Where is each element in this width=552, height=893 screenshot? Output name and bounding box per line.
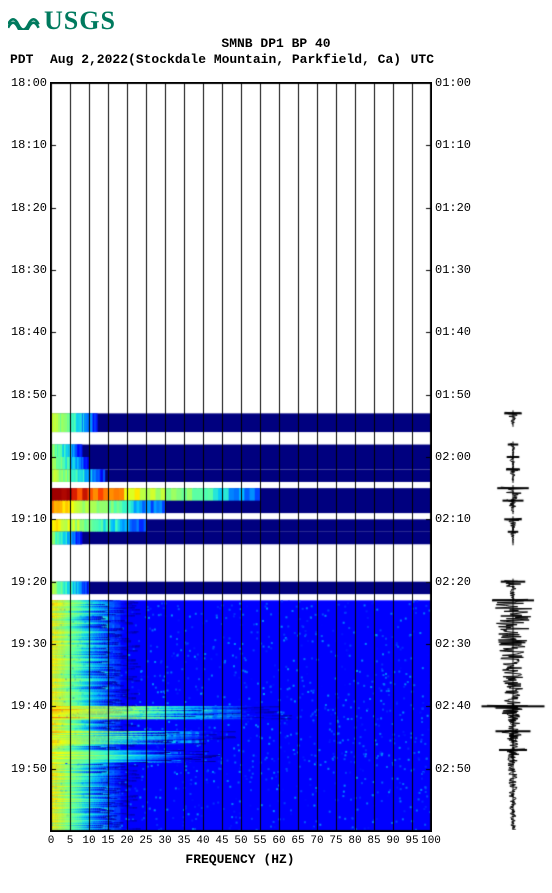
- spectrogram-canvas: [51, 83, 431, 831]
- tz-right-label: UTC: [411, 52, 434, 67]
- tz-left-label: PDT: [10, 52, 33, 67]
- x-tick: 10: [82, 835, 95, 847]
- x-tick: 45: [215, 835, 228, 847]
- waveform-trace: [478, 82, 548, 830]
- x-tick: 35: [177, 835, 190, 847]
- x-tick: 25: [139, 835, 152, 847]
- date-station: Aug 2,2022(Stockdale Mountain, Parkfield…: [50, 52, 401, 67]
- usgs-logo: USGS: [8, 6, 116, 36]
- x-tick: 60: [272, 835, 285, 847]
- spectrogram-plot: 18:0018:1018:2018:3018:4018:5019:0019:10…: [50, 82, 432, 832]
- y-left-tick: 18:50: [1, 388, 47, 402]
- x-tick: 70: [310, 835, 323, 847]
- y-left-tick: 18:30: [1, 263, 47, 277]
- x-tick: 15: [101, 835, 114, 847]
- y-left-tick: 19:40: [1, 699, 47, 713]
- y-left-tick: 18:40: [1, 325, 47, 339]
- usgs-wave-icon: [8, 12, 42, 30]
- y-left-tick: 19:50: [1, 762, 47, 776]
- date-label: Aug 2,2022: [50, 52, 128, 67]
- x-tick: 55: [253, 835, 266, 847]
- x-tick: 90: [386, 835, 399, 847]
- y-left-tick: 18:00: [1, 76, 47, 90]
- x-tick: 80: [348, 835, 361, 847]
- x-tick: 0: [48, 835, 55, 847]
- chart-title: SMNB DP1 BP 40: [0, 36, 552, 51]
- x-tick: 5: [67, 835, 74, 847]
- y-left-tick: 19:20: [1, 575, 47, 589]
- y-left-tick: 18:10: [1, 138, 47, 152]
- x-tick: 65: [291, 835, 304, 847]
- x-tick: 40: [196, 835, 209, 847]
- x-axis-label: FREQUENCY (HZ): [50, 852, 430, 867]
- x-tick: 95: [405, 835, 418, 847]
- x-tick: 30: [158, 835, 171, 847]
- x-tick: 85: [367, 835, 380, 847]
- station-label: (Stockdale Mountain, Parkfield, Ca): [128, 52, 401, 67]
- y-left-tick: 19:30: [1, 637, 47, 651]
- x-tick: 50: [234, 835, 247, 847]
- x-tick: 20: [120, 835, 133, 847]
- usgs-logo-text: USGS: [44, 6, 116, 36]
- y-left-tick: 18:20: [1, 201, 47, 215]
- y-left-tick: 19:00: [1, 450, 47, 464]
- x-tick: 100: [421, 835, 441, 847]
- x-tick: 75: [329, 835, 342, 847]
- y-left-tick: 19:10: [1, 512, 47, 526]
